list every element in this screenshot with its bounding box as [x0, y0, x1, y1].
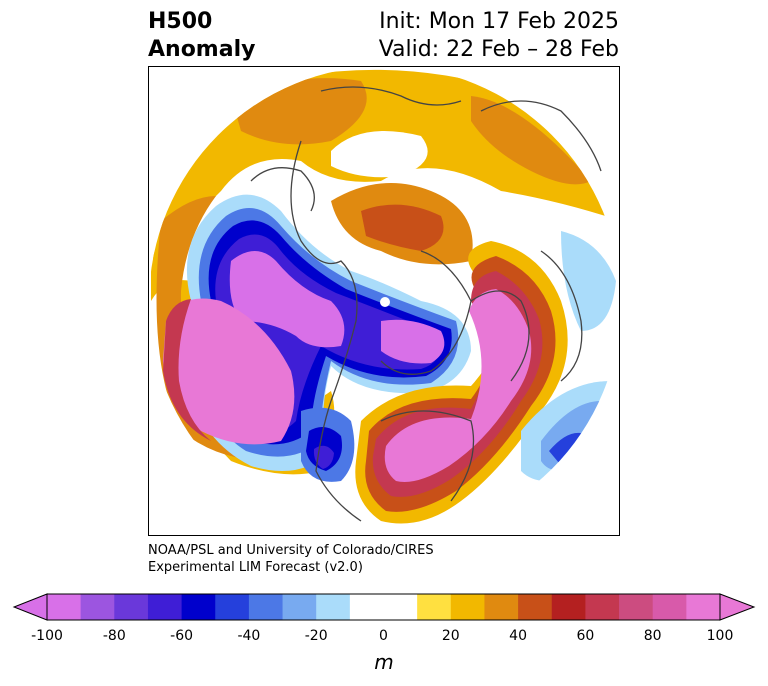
colorbar-tick-label: -20	[304, 628, 328, 644]
colorbar	[12, 593, 756, 621]
colorbar-tick-label: 40	[509, 628, 528, 644]
colorbar-cells	[47, 594, 721, 620]
valid-range: Valid: 22 Feb – 28 Feb	[378, 37, 619, 62]
anomaly-map	[148, 66, 620, 536]
colorbar-cell	[248, 594, 284, 620]
colorbar-tick-label: 20	[441, 628, 460, 644]
colorbar-tick-label: -40	[237, 628, 261, 644]
colorbar-cell	[551, 594, 586, 620]
colorbar-extend-high	[719, 593, 756, 621]
colorbar-cell	[686, 594, 721, 620]
colorbar-cell	[282, 594, 317, 620]
colorbar-extend-low	[12, 593, 48, 621]
title-type: Anomaly	[148, 37, 256, 62]
credit-line-2: Experimental LIM Forecast (v2.0)	[148, 560, 363, 575]
colorbar-cell	[518, 594, 553, 620]
colorbar-tick-label: 100	[706, 628, 734, 644]
credit-line-1: NOAA/PSL and University of Colorado/CIRE…	[148, 543, 434, 558]
colorbar-cell	[619, 594, 654, 620]
colorbar-tick-label: -60	[170, 628, 194, 644]
colorbar-cell	[652, 594, 687, 620]
title-left: H500 Anomaly	[148, 8, 255, 64]
anomaly-field	[149, 67, 619, 535]
colorbar-cell	[585, 594, 620, 620]
init-date: Init: Mon 17 Feb 2025	[379, 9, 619, 34]
title-variable: H500	[148, 9, 213, 34]
colorbar-cell	[80, 594, 115, 620]
colorbar-cell	[215, 594, 250, 620]
colorbar-tick-label: -80	[102, 628, 126, 644]
colorbar-cell	[181, 594, 216, 620]
colorbar-cell	[450, 594, 485, 620]
colorbar-tick-label: 60	[576, 628, 595, 644]
colorbar-cell	[114, 594, 149, 620]
colorbar-tick-label: -100	[31, 628, 63, 644]
colorbar-unit: m	[374, 650, 394, 674]
colorbar-tick-label: 80	[643, 628, 662, 644]
title-right: Init: Mon 17 Feb 2025 Valid: 22 Feb – 28…	[379, 8, 619, 64]
anomaly-map-svg	[149, 67, 619, 535]
colorbar-cell	[147, 594, 183, 620]
coastlines	[250, 86, 602, 522]
colorbar-tick-label: 0	[379, 628, 388, 644]
colorbar-cell	[316, 594, 351, 620]
credit: NOAA/PSL and University of Colorado/CIRE…	[148, 542, 434, 576]
colorbar-cell	[417, 594, 452, 620]
colorbar-outline	[46, 593, 721, 621]
colorbar-cell	[484, 594, 519, 620]
colorbar-cell	[349, 594, 418, 620]
colorbar-cell	[47, 594, 82, 620]
